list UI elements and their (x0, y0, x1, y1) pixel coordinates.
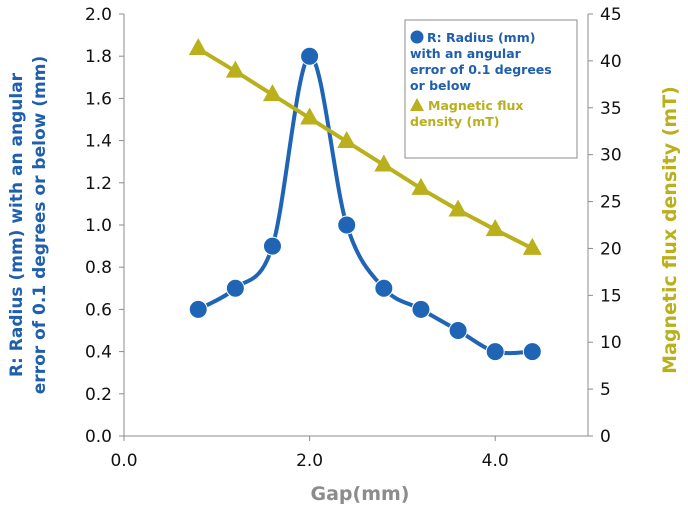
radius-data-point (485, 342, 505, 362)
y2-tick-label: 15 (600, 286, 622, 306)
flux-data-point (337, 130, 357, 148)
radius-data-point (374, 278, 394, 298)
y-axis-title-line-1: R: Radius (mm) with an angular (7, 72, 27, 377)
y-tick-label: 0.2 (85, 385, 112, 405)
flux-data-point (374, 154, 394, 172)
legend-label-flux-line-1: Magnetic flux (428, 98, 523, 113)
series-line-2 (196, 46, 535, 251)
y2-tick-label: 30 (600, 146, 622, 166)
radius-data-point (522, 342, 542, 362)
y-tick-label: 0.0 (85, 427, 112, 447)
y-tick-label: 0.8 (85, 258, 112, 278)
flux-data-point (411, 177, 431, 195)
y2-tick-label: 20 (600, 239, 622, 259)
y2-tick-label: 35 (600, 99, 622, 119)
y-tick-label: 1.4 (85, 132, 112, 152)
flux-data-point (485, 219, 505, 237)
y-tick-label: 1.0 (85, 216, 112, 236)
radius-data-point (448, 321, 468, 340)
y-tick-label: 0.4 (85, 343, 112, 363)
y2-tick-label: 0 (600, 427, 611, 447)
tick-labels: 0.0 0.2 0.4 0.6 0.8 1.0 1.2 1.4 1.6 1.8 2.0 0 5 10 15 2… (85, 5, 622, 471)
radius-data-point (300, 46, 320, 66)
y2-tick-label: 40 (600, 52, 622, 72)
legend-label-flux-line-2: density (mT) (410, 114, 500, 129)
y-tick-label: 1.2 (85, 174, 112, 194)
legend: R: Radius (mm) with an angular error of … (404, 19, 578, 159)
axes (119, 13, 593, 441)
y-tick-label: 0.6 (85, 300, 112, 320)
y2-tick-label: 5 (600, 380, 611, 400)
flux-data-point (522, 237, 542, 255)
y2-tick-label: 10 (600, 333, 622, 353)
radius-data-point (411, 299, 431, 319)
flux-data-point (262, 84, 282, 102)
x-tick-label: 4.0 (482, 451, 509, 471)
legend-box (404, 19, 578, 159)
x-tick-label: 0.0 (110, 451, 137, 471)
y2-tick-label: 25 (600, 193, 622, 213)
radius-data-point (188, 299, 208, 319)
legend-circle-marker (410, 30, 424, 44)
y-tick-label: 2.0 (85, 5, 112, 25)
flux-data-point (188, 38, 208, 56)
y2-axis-title: Magnetic flux density (mT) (659, 86, 681, 374)
legend-label-radius-line-1: R: Radius (mm) (427, 30, 535, 45)
y2-tick-label: 45 (600, 5, 622, 25)
x-tick-label: 2.0 (296, 451, 323, 471)
flux-data-point (225, 60, 245, 78)
legend-triangle-marker (410, 98, 424, 111)
y-tick-label: 1.6 (85, 89, 112, 109)
radius-data-point (337, 215, 357, 235)
radius-data-point (225, 278, 245, 298)
flux-data-point (300, 107, 320, 125)
flux-data-point (448, 199, 468, 217)
y-tick-label: 1.8 (85, 47, 112, 67)
legend-label-radius-line-2: with an angular (410, 46, 522, 61)
series-markers (188, 38, 542, 362)
x-axis-title: Gap(mm) (311, 483, 410, 505)
y-axis-title-line-2: error of 0.1 degrees or below (mm) (30, 56, 50, 394)
legend-label-radius-line-4: or below (410, 78, 471, 93)
radius-data-point (262, 236, 282, 256)
legend-label-radius-line-3: error of 0.1 degrees (410, 62, 552, 77)
